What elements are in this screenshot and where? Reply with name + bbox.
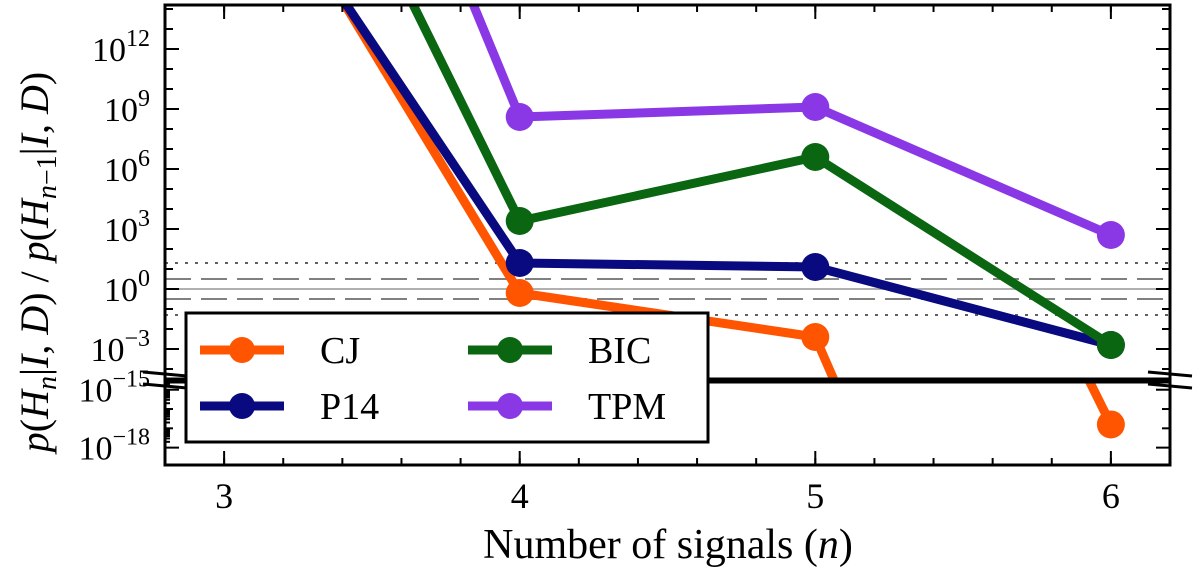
tick-exponent: −3 <box>124 326 150 352</box>
tick-base: 10 <box>78 431 112 468</box>
tick-base: 10 <box>104 152 138 189</box>
x-tick-label-3: 3 <box>215 476 233 516</box>
tick-exponent: −15 <box>112 367 150 393</box>
series-line-bic <box>408 5 1114 349</box>
y-tick-label-upper-9: 109 <box>104 86 150 129</box>
legend-label-cj: CJ <box>320 330 360 372</box>
legend-marker-tpm <box>497 393 523 419</box>
legend-marker-cj <box>229 337 255 363</box>
tick-base: 10 <box>104 212 138 249</box>
axis-break-marks <box>142 370 1193 390</box>
legend-box <box>184 311 710 444</box>
x-tick-label-6: 6 <box>1102 476 1120 516</box>
legend: CJ BIC P14 TPM <box>184 311 710 444</box>
tick-base: 10 <box>78 373 112 410</box>
point-cj-n4 <box>505 279 534 307</box>
point-cj-n5 <box>801 323 830 351</box>
x-axis-label-text: Number of signals ( <box>483 522 818 568</box>
legend-marker-p14 <box>229 393 255 419</box>
tick-base: 10 <box>104 272 138 309</box>
tick-exponent: 12 <box>126 26 150 52</box>
tick-exponent: 0 <box>138 266 150 292</box>
point-bic-n4 <box>505 207 534 235</box>
series-upper-panel <box>339 5 1125 379</box>
y-tick-label-upper-6: 106 <box>104 146 150 189</box>
legend-marker-bic <box>497 337 523 363</box>
tick-base: 10 <box>92 32 126 69</box>
tick-exponent: 3 <box>138 206 150 232</box>
point-tpm-n6 <box>1096 221 1125 249</box>
y-tick-label-upper-12: 1012 <box>92 26 150 69</box>
x-tick-label-4: 4 <box>511 476 529 516</box>
tick-exponent: 6 <box>138 146 150 172</box>
point-p14-n5 <box>801 253 830 281</box>
tick-base: 10 <box>90 332 124 369</box>
y-axis-label: p(Hn|I, D) / p(Hn−1|I, D) <box>12 72 63 455</box>
x-axis-label: Number of signals (n) <box>483 522 853 568</box>
x-tick-label-5: 5 <box>806 476 824 516</box>
y-tick-label-lower--15: 10−15 <box>78 367 150 410</box>
legend-label-bic: BIC <box>588 330 651 372</box>
series-line-tpm <box>468 5 1113 240</box>
tick-exponent: 9 <box>138 86 150 112</box>
y-tick-label-lower--18: 10−18 <box>78 425 150 468</box>
point-bic-n6 <box>1096 331 1125 359</box>
legend-label-tpm: TPM <box>588 386 666 428</box>
y-tick-label-upper--3: 10−3 <box>90 326 150 369</box>
x-axis-label-close: ) <box>839 522 853 568</box>
series-lower-panel <box>1084 382 1125 439</box>
point-tpm-n5 <box>801 93 830 121</box>
y-tick-label-upper-0: 100 <box>104 266 150 309</box>
series-line-p14 <box>341 5 1113 350</box>
y-tick-label-upper-3: 103 <box>104 206 150 249</box>
tick-base: 10 <box>104 92 138 129</box>
point-tpm-n4 <box>505 103 534 131</box>
point-bic-n5 <box>801 143 830 171</box>
ticks <box>164 5 1171 465</box>
x-axis-label-variable: n <box>818 522 839 568</box>
legend-label-p14: P14 <box>320 386 379 428</box>
point-cj-n6 <box>1096 410 1125 439</box>
tick-exponent: −18 <box>112 425 150 451</box>
point-p14-n4 <box>505 249 534 277</box>
x-tick-labels: 3 4 5 6 <box>215 476 1120 516</box>
